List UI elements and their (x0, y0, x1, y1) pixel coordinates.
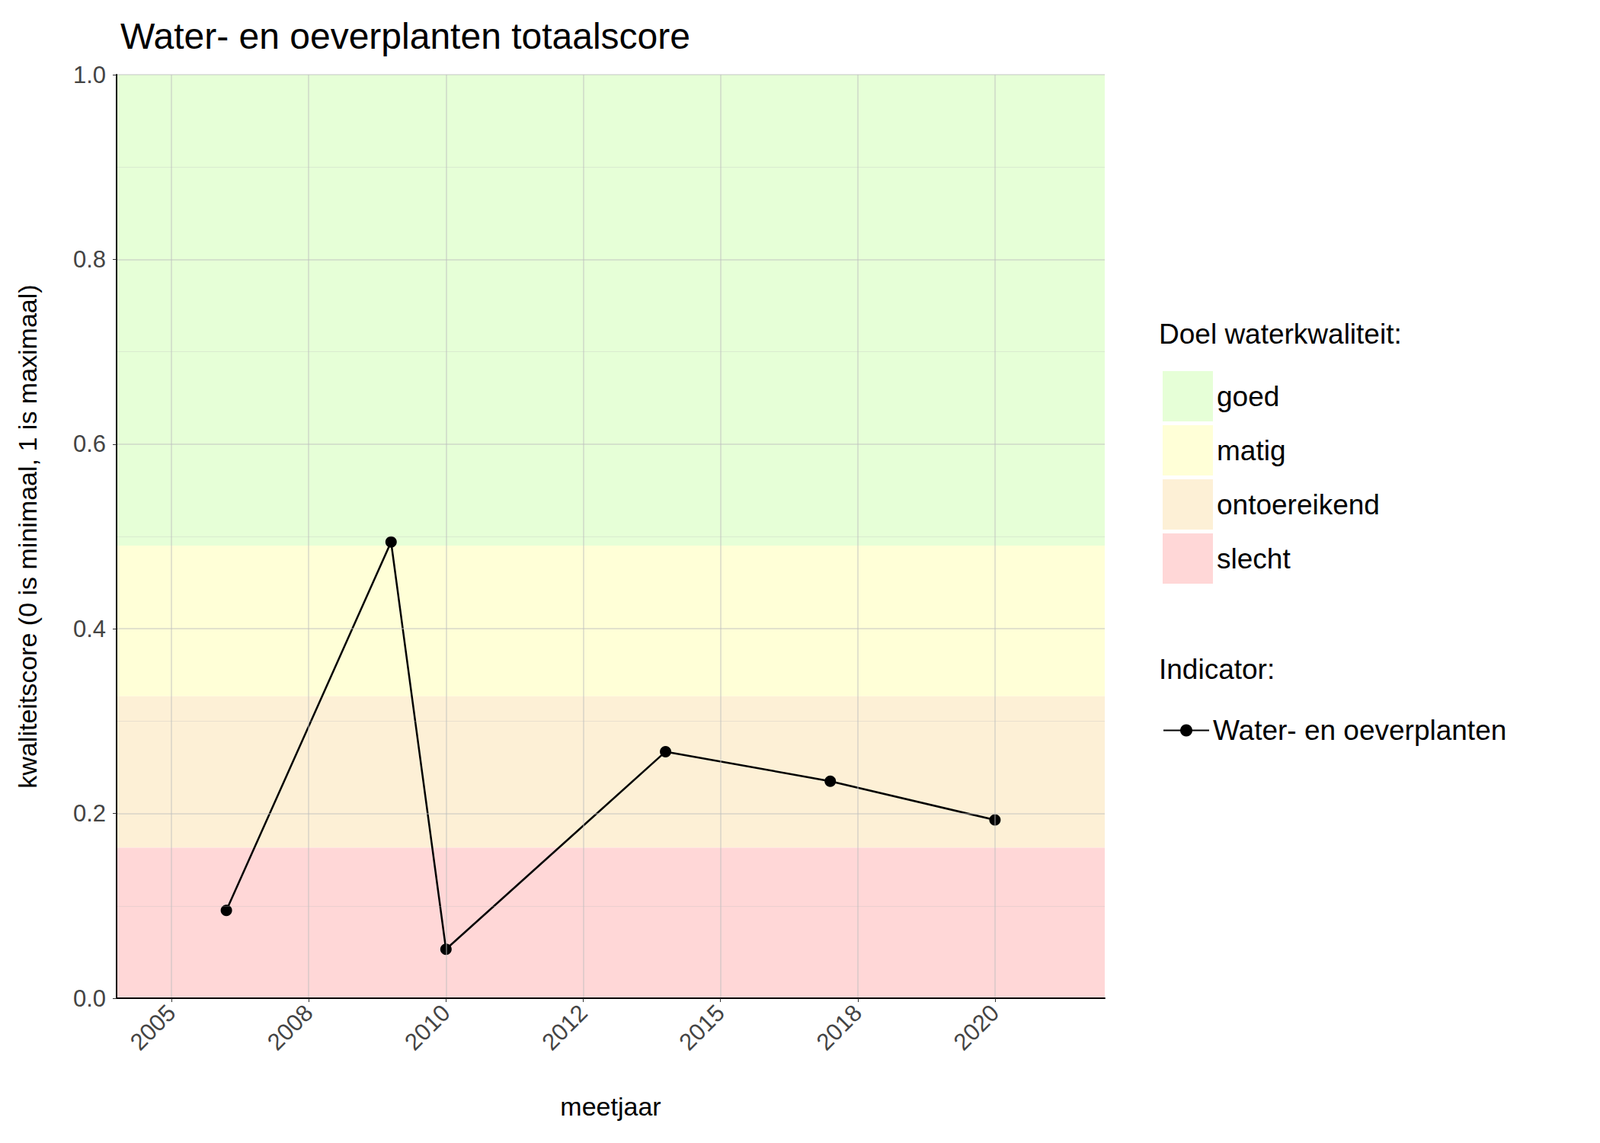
svg-text:2015: 2015 (673, 999, 730, 1056)
svg-text:goed: goed (1216, 380, 1280, 413)
svg-text:0.0: 0.0 (73, 985, 106, 1012)
svg-text:Doel waterkwaliteit:: Doel waterkwaliteit: (1158, 318, 1402, 350)
svg-text:matig: matig (1216, 435, 1286, 467)
svg-text:2020: 2020 (948, 999, 1005, 1056)
svg-text:2008: 2008 (262, 999, 318, 1056)
svg-text:0.2: 0.2 (73, 800, 106, 827)
svg-text:2010: 2010 (399, 999, 455, 1056)
svg-text:2012: 2012 (536, 999, 592, 1056)
svg-text:2018: 2018 (811, 999, 868, 1056)
svg-text:2005: 2005 (124, 999, 181, 1056)
svg-text:ontoereikend: ontoereikend (1216, 489, 1380, 521)
svg-text:1.0: 1.0 (73, 61, 106, 89)
svg-text:Water- en oeverplanten: Water- en oeverplanten (1212, 714, 1507, 746)
svg-text:0.6: 0.6 (73, 430, 106, 458)
svg-text:slecht: slecht (1216, 543, 1291, 575)
svg-text:0.4: 0.4 (73, 615, 106, 643)
svg-text:0.8: 0.8 (73, 246, 106, 273)
svg-text:kwaliteitscore (0 is minimaal,: kwaliteitscore (0 is minimaal, 1 is maxi… (12, 284, 42, 788)
svg-text:Water- en oeverplanten totaals: Water- en oeverplanten totaalscore (120, 16, 691, 57)
svg-text:meetjaar: meetjaar (560, 1091, 661, 1121)
svg-text:Indicator:: Indicator: (1158, 653, 1275, 685)
